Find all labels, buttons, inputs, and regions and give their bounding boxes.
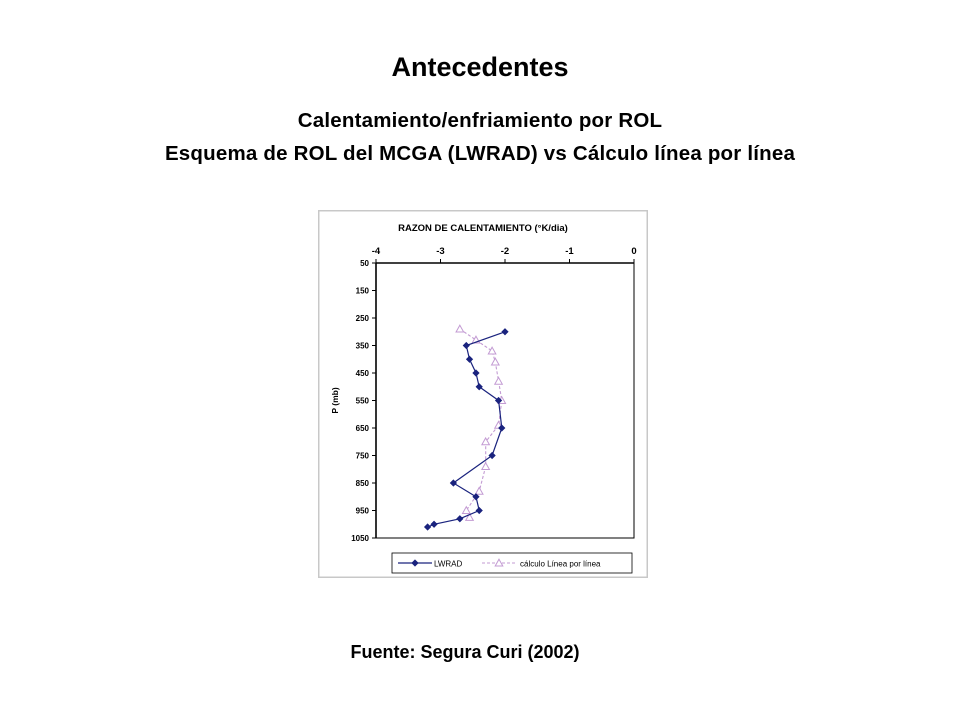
data-point-linea-por-linea xyxy=(464,512,475,521)
y-tick-label: 950 xyxy=(356,507,370,516)
y-tick-label: 850 xyxy=(356,479,370,488)
y-tick-label: 350 xyxy=(356,342,370,351)
data-point-lwrad xyxy=(488,451,496,460)
data-point-lwrad xyxy=(465,355,474,363)
x-tick-label: -1 xyxy=(565,246,574,257)
x-tick-label: -3 xyxy=(436,246,444,257)
slide-subtitle-line-2: Esquema de ROL del MCGA (LWRAD) vs Cálcu… xyxy=(164,142,796,165)
legend-label-lwrad: LWRAD xyxy=(434,560,463,569)
y-axis-label: P (mb) xyxy=(330,387,340,413)
y-tick-label: 150 xyxy=(356,287,370,296)
data-point-lwrad xyxy=(423,523,432,531)
heating-rate-chart-svg: RAZON DE CALENTAMIENTO (°K/dia) -4 -3 -2 -1 0… xyxy=(318,210,648,578)
data-point-linea-por-linea xyxy=(481,461,491,471)
data-point-lwrad xyxy=(472,369,480,377)
slide-subtitle-line-1: Calentamiento/enfriamiento por ROL xyxy=(297,109,663,132)
data-point-linea-por-linea xyxy=(461,505,471,515)
data-point-lwrad xyxy=(472,493,480,501)
data-point-lwrad xyxy=(494,396,503,405)
chart-frame xyxy=(318,210,648,578)
y-tick-label: 650 xyxy=(356,424,370,433)
y-tick-label: 450 xyxy=(356,369,370,378)
legend-marker-linea-por-linea xyxy=(494,558,504,567)
y-tick-label: 250 xyxy=(356,314,370,323)
legend-marker-lwrad xyxy=(411,559,419,567)
source-citation: Fuente: Segura Curi (2002) xyxy=(350,642,580,662)
data-point-lwrad xyxy=(449,479,458,487)
data-point-linea-por-linea xyxy=(481,436,491,446)
data-point-linea-por-linea xyxy=(455,324,465,333)
data-point-lwrad xyxy=(501,328,509,336)
data-point-linea-por-linea xyxy=(487,346,497,355)
data-point-lwrad xyxy=(456,515,464,523)
legend-label-linea-por-linea: cálculo Línea por línea xyxy=(520,560,601,569)
y-tick-label: 1050 xyxy=(351,534,369,543)
data-point-linea-por-linea xyxy=(493,376,504,385)
data-point-lwrad xyxy=(475,383,483,391)
data-point-linea-por-linea xyxy=(474,486,484,495)
x-tick-label: -2 xyxy=(501,246,509,257)
chart-title: RAZON DE CALENTAMIENTO (°K/dia) xyxy=(398,223,568,234)
x-tick-label: 0 xyxy=(631,246,636,257)
y-tick-label: 750 xyxy=(356,452,370,461)
data-point-lwrad xyxy=(462,341,470,350)
data-point-lwrad xyxy=(498,424,506,432)
data-point-lwrad xyxy=(475,506,483,515)
heating-rate-chart: RAZON DE CALENTAMIENTO (°K/dia) -4 -3 -2 -1 0… xyxy=(318,210,648,578)
data-point-linea-por-linea xyxy=(490,357,500,366)
slide-title: Antecedentes xyxy=(391,52,569,82)
data-point-lwrad xyxy=(430,520,438,528)
y-tick-label: 50 xyxy=(360,259,369,268)
x-tick-label: -4 xyxy=(372,246,381,257)
y-tick-label: 550 xyxy=(356,397,370,406)
